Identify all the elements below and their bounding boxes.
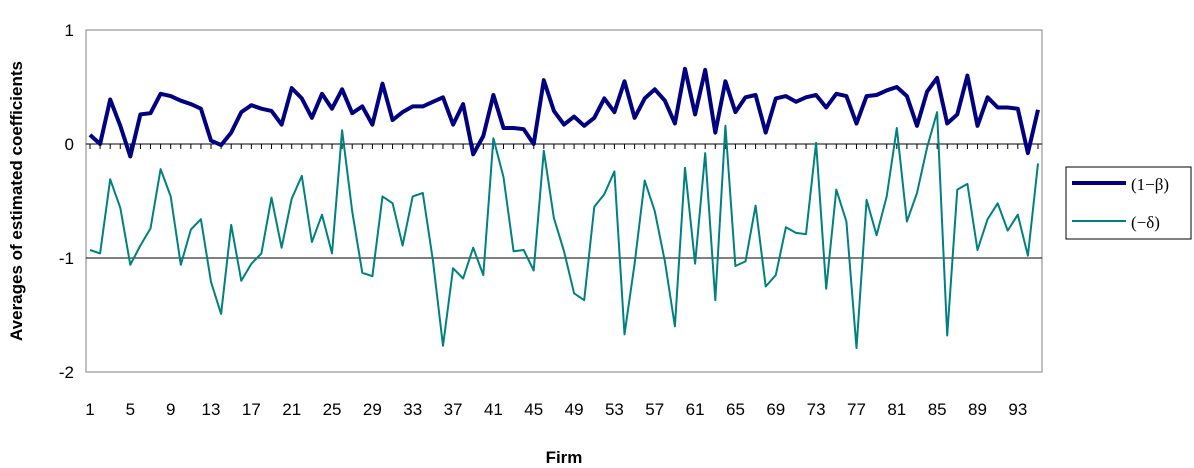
legend-box (1065, 166, 1192, 240)
x-tick-label: 33 (403, 400, 422, 419)
y-tick-label: 0 (65, 135, 74, 154)
legend: (1−β) (−δ) (1065, 166, 1192, 240)
y-tick-label: 1 (65, 21, 74, 40)
y-axis-title: Averages of estimated coefficients (7, 61, 26, 341)
x-tick-label: 89 (968, 400, 987, 419)
x-tick-label: 49 (565, 400, 584, 419)
x-tick-label: 1 (85, 400, 94, 419)
x-tick-label: 57 (645, 400, 664, 419)
x-tick-label: 77 (847, 400, 866, 419)
plot-area (85, 29, 1043, 373)
legend-label-series-1: (1−β) (1131, 175, 1169, 194)
y-tick-label: -2 (59, 363, 74, 382)
x-tick-label: 73 (807, 400, 826, 419)
series-line-2 (89, 111, 1039, 350)
x-axis-ticks: 1 5 9 13 17 21 25 29 33 37 41 45 49 53 57 61 65 69 73 77 81 8… (85, 143, 1042, 419)
x-tick-label: 65 (726, 400, 745, 419)
y-tick-label: -1 (59, 249, 74, 268)
x-tick-label: 81 (887, 400, 906, 419)
x-tick-label: 17 (242, 400, 261, 419)
x-tick-label: 37 (444, 400, 463, 419)
x-tick-label: 61 (686, 400, 705, 419)
x-tick-label: 45 (524, 400, 543, 419)
series-layer (88, 66, 1040, 350)
x-tick-label: 69 (766, 400, 785, 419)
x-tick-label: 29 (363, 400, 382, 419)
y-axis-ticks: 1 0 -1 -2 (59, 21, 74, 382)
x-tick-label: 25 (323, 400, 342, 419)
x-axis-title: Firm (546, 448, 583, 467)
x-tick-label: 41 (484, 400, 503, 419)
x-tick-label: 85 (928, 400, 947, 419)
x-tick-label: 21 (282, 400, 301, 419)
series-line-1 (88, 66, 1040, 159)
x-tick-label: 13 (202, 400, 221, 419)
x-tick-label: 53 (605, 400, 624, 419)
x-tick-label: 93 (1008, 400, 1027, 419)
x-tick-label: 9 (166, 400, 175, 419)
legend-label-series-2: (−δ) (1131, 213, 1160, 232)
x-tick-label: 5 (126, 400, 135, 419)
